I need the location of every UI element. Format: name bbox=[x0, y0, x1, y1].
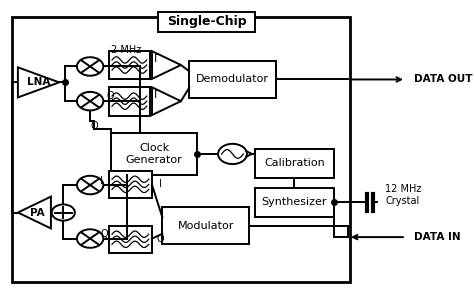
Circle shape bbox=[77, 176, 103, 194]
Text: Modulator: Modulator bbox=[177, 220, 234, 231]
Bar bbox=[255, 149, 334, 178]
Bar bbox=[158, 12, 255, 32]
Text: Synthesizer: Synthesizer bbox=[262, 197, 327, 207]
Text: Demodulator: Demodulator bbox=[196, 74, 269, 84]
Circle shape bbox=[77, 92, 103, 110]
Text: Q: Q bbox=[107, 91, 114, 101]
Text: Q: Q bbox=[91, 121, 98, 131]
Text: Clock
Generator: Clock Generator bbox=[126, 143, 182, 165]
Text: 2 MHz: 2 MHz bbox=[111, 45, 141, 55]
Bar bbox=[111, 133, 198, 175]
Text: 12 MHz
Crystal: 12 MHz Crystal bbox=[385, 184, 421, 206]
Circle shape bbox=[52, 204, 75, 221]
Text: Γ: Γ bbox=[154, 91, 160, 100]
Text: Γ: Γ bbox=[154, 54, 160, 64]
Bar bbox=[109, 171, 152, 198]
Text: I: I bbox=[107, 56, 109, 66]
Text: DATA OUT: DATA OUT bbox=[414, 74, 473, 84]
Polygon shape bbox=[18, 67, 59, 98]
Bar bbox=[12, 17, 350, 282]
Text: Q: Q bbox=[100, 229, 108, 239]
Bar bbox=[109, 51, 150, 79]
Circle shape bbox=[77, 57, 103, 76]
Text: Q: Q bbox=[156, 234, 164, 244]
Polygon shape bbox=[152, 51, 181, 79]
Text: I: I bbox=[100, 176, 103, 186]
Polygon shape bbox=[18, 197, 51, 228]
Bar bbox=[189, 61, 276, 98]
Text: Single-Chip: Single-Chip bbox=[167, 15, 246, 28]
Polygon shape bbox=[152, 87, 181, 115]
Text: Calibration: Calibration bbox=[264, 158, 325, 168]
Bar bbox=[109, 87, 150, 116]
Text: PA: PA bbox=[30, 208, 45, 218]
Bar bbox=[163, 207, 249, 244]
Bar bbox=[109, 225, 152, 253]
Text: I: I bbox=[159, 179, 162, 189]
Bar bbox=[255, 188, 334, 217]
Text: LNA: LNA bbox=[27, 77, 50, 87]
Circle shape bbox=[77, 229, 103, 248]
Text: DATA IN: DATA IN bbox=[414, 232, 461, 242]
